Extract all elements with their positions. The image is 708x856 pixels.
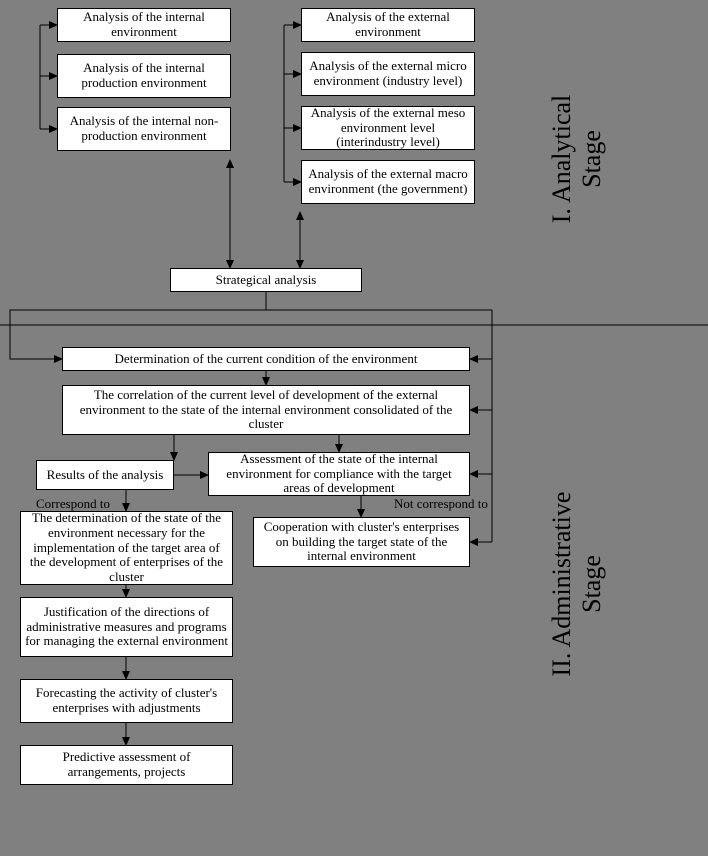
- node-external-meso: Analysis of the external meso environmen…: [301, 106, 475, 150]
- node-justification: Justification of the directions of admin…: [20, 597, 233, 657]
- node-external-micro: Analysis of the external micro environme…: [301, 52, 475, 96]
- node-internal-production: Analysis of the internal production envi…: [57, 54, 231, 98]
- stage-1-label: I. AnalyticalStage: [547, 0, 607, 319]
- node-cooperation: Cooperation with cluster's enterprises o…: [253, 517, 470, 567]
- node-external-macro: Analysis of the external macro environme…: [301, 160, 475, 204]
- node-predictive-assessment: Predictive assessment of arrangements, p…: [20, 745, 233, 785]
- stage-2-label: II. AdministrativeStage: [547, 424, 607, 744]
- node-current-condition: Determination of the current condition o…: [62, 347, 470, 371]
- node-internal-env: Analysis of the internal environment: [57, 8, 231, 42]
- node-correlation: The correlation of the current level of …: [62, 385, 470, 435]
- branch-label-correspond: Correspond to: [36, 496, 110, 512]
- node-internal-nonproduction: Analysis of the internal non-production …: [57, 107, 231, 151]
- flowchart-stage: Analysis of the internal environment Ana…: [0, 0, 708, 856]
- node-forecasting: Forecasting the activity of cluster's en…: [20, 679, 233, 723]
- node-external-env: Analysis of the external environment: [301, 8, 475, 42]
- node-determination-state: The determination of the state of the en…: [20, 511, 233, 585]
- node-assessment: Assessment of the state of the internal …: [208, 452, 470, 496]
- node-results: Results of the analysis: [36, 460, 174, 490]
- node-strategical-analysis: Strategical analysis: [170, 268, 362, 292]
- branch-label-not-correspond: Not correspond to: [394, 496, 488, 512]
